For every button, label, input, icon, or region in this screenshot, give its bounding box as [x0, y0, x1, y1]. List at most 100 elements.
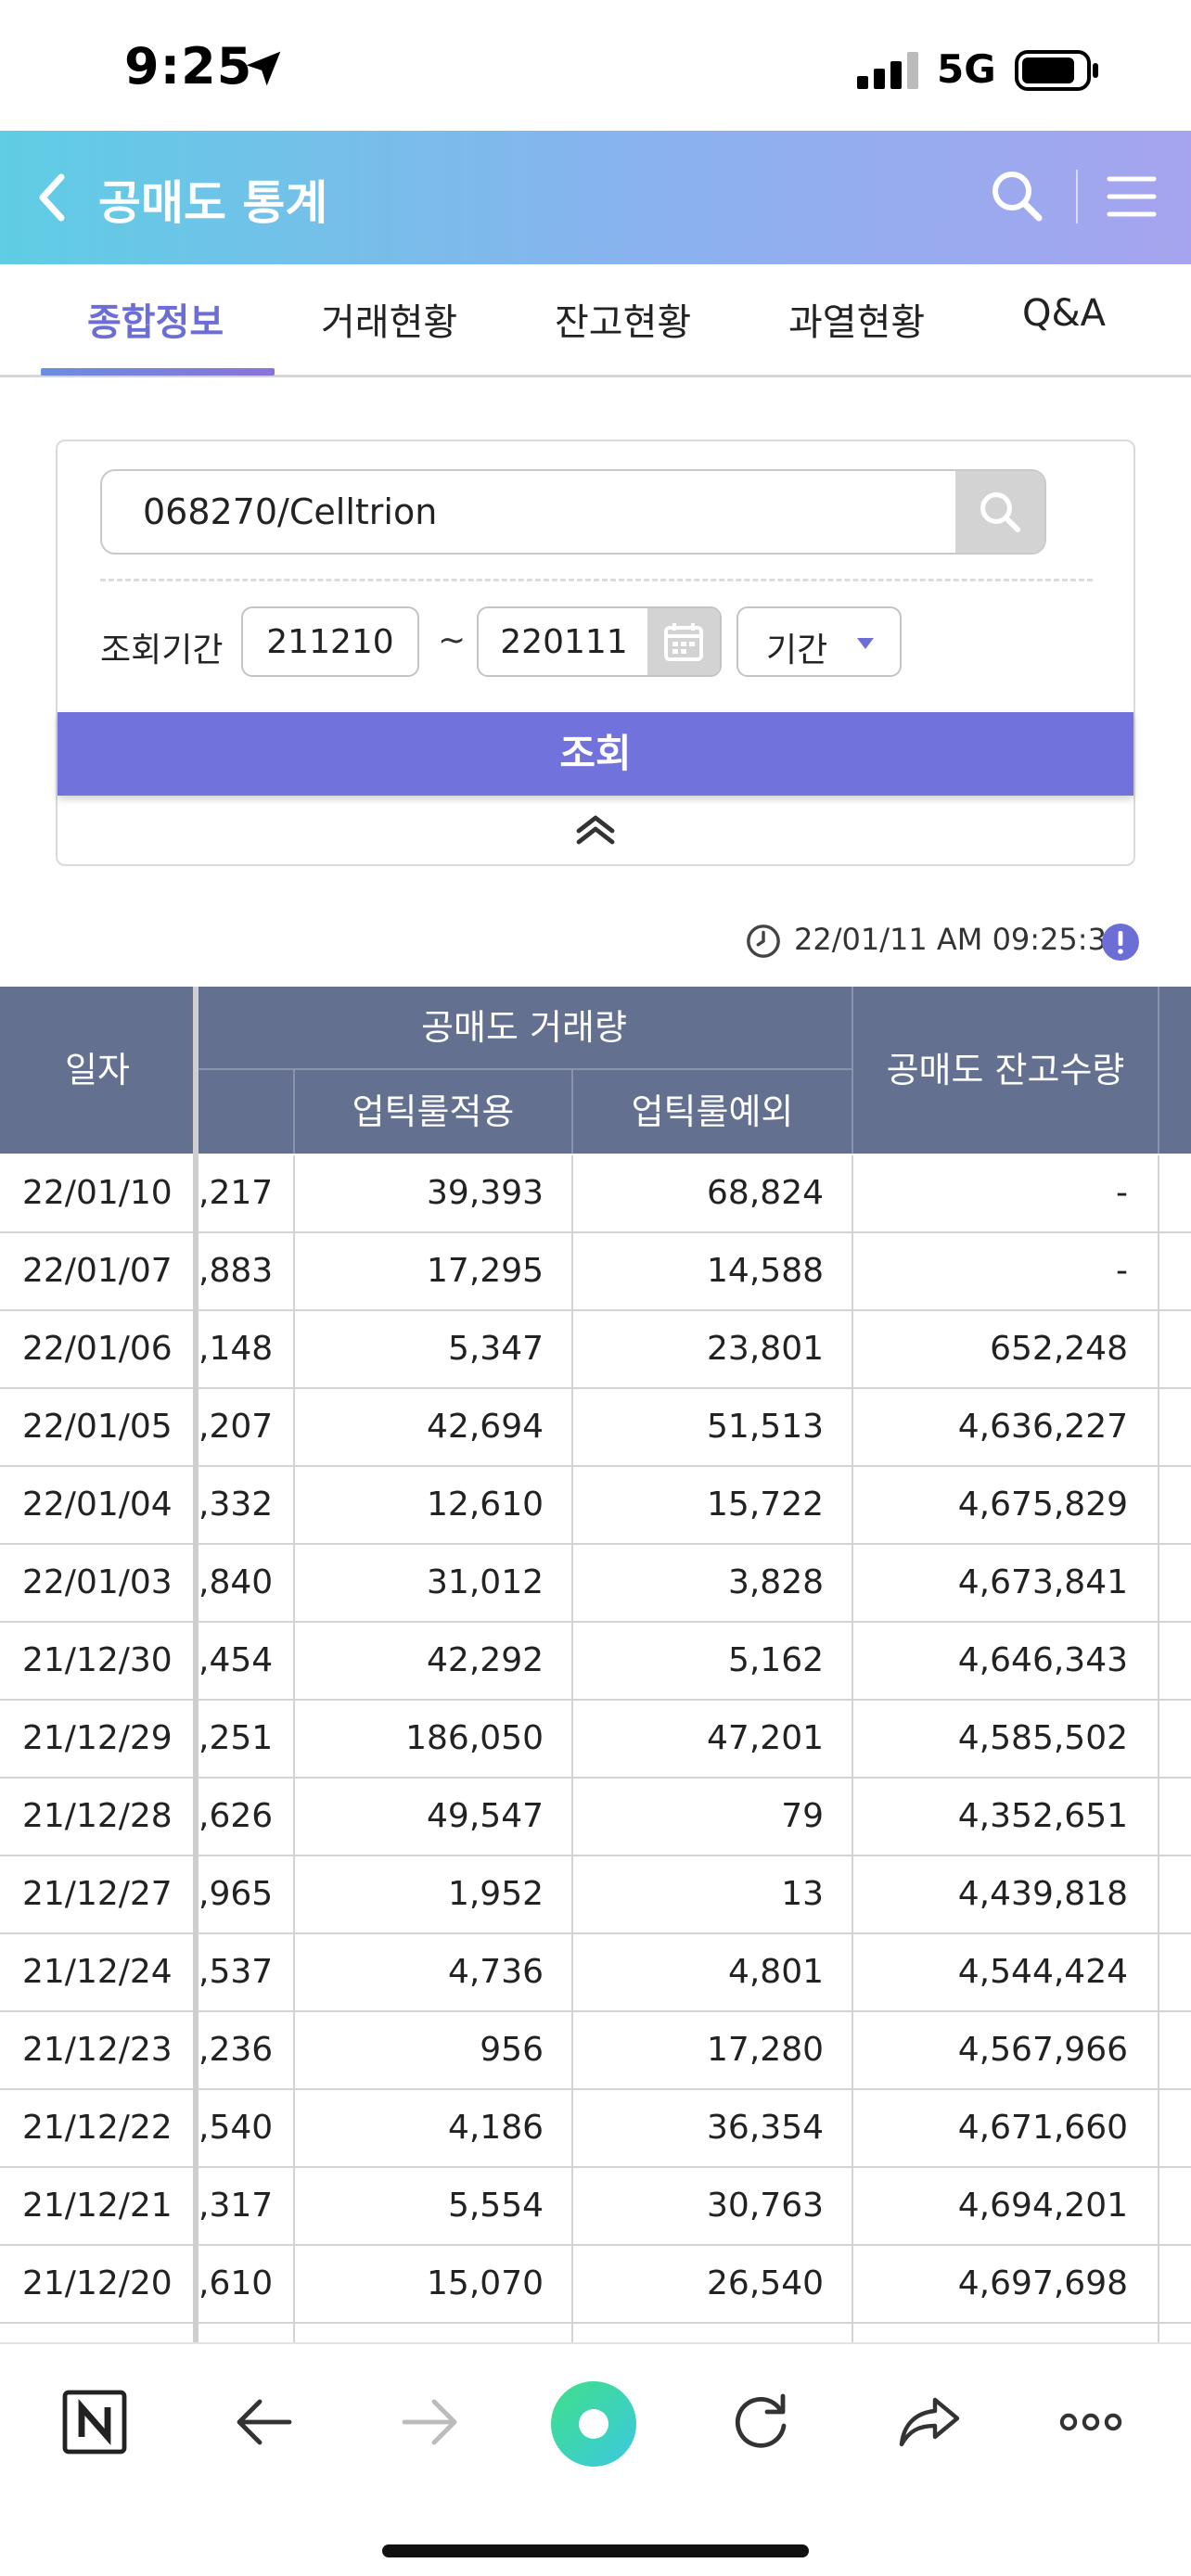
search-icon[interactable] — [989, 168, 1044, 223]
cell-balance: 4,439,818 — [957, 1875, 1128, 1913]
column-divider — [852, 1545, 853, 1623]
column-divider — [1158, 1389, 1159, 1467]
column-divider — [1158, 1934, 1159, 2012]
column-divider — [1158, 1467, 1159, 1545]
from-date-input[interactable] — [243, 608, 417, 675]
cell-uptick-applied: 4,186 — [447, 2109, 544, 2147]
status-bar: 9:25 5G — [0, 0, 1191, 131]
column-divider — [571, 1389, 573, 1467]
divider — [100, 579, 1093, 581]
hamburger-menu-icon[interactable] — [1106, 173, 1158, 220]
cell-uptick-applied: 1,952 — [447, 1875, 544, 1913]
period-label: 조회기간 — [100, 631, 224, 670]
table-row: 21/12/29 ,251 186,050 47,201 4,585,502 — [0, 1701, 1191, 1779]
stock-search-input[interactable] — [102, 471, 992, 553]
back-chevron-icon[interactable] — [33, 172, 70, 223]
cell-volume-total: ,540 — [198, 2109, 274, 2147]
cell-uptick-applied: 15,070 — [427, 2264, 544, 2302]
column-divider — [571, 1233, 573, 1311]
cell-balance: 4,697,698 — [957, 2264, 1128, 2302]
column-divider — [571, 1701, 573, 1779]
cell-date: 22/01/05 — [22, 1408, 173, 1446]
info-icon[interactable] — [1102, 924, 1139, 961]
cell-uptick-exempt: 14,588 — [707, 1252, 824, 1290]
column-divider — [293, 2090, 295, 2168]
column-divider — [1158, 2324, 1159, 2342]
back-arrow-icon[interactable] — [230, 2389, 297, 2455]
tab-summary[interactable]: 종합정보 — [87, 301, 224, 344]
column-divider — [571, 2090, 573, 2168]
table-row-partial — [0, 2324, 1191, 2342]
stock-search-button[interactable] — [955, 471, 1044, 553]
naver-home-icon[interactable] — [61, 2389, 128, 2455]
query-button-label: 조회 — [559, 731, 632, 776]
cell-date: 22/01/04 — [22, 1486, 173, 1524]
column-divider — [571, 1623, 573, 1701]
header-next-column — [1159, 987, 1191, 1154]
query-button[interactable]: 조회 — [58, 712, 1133, 796]
column-divider — [1158, 2090, 1159, 2168]
cell-balance: 4,352,651 — [957, 1797, 1128, 1835]
header-divider — [571, 1070, 573, 1154]
to-date-input[interactable] — [479, 608, 649, 675]
cell-uptick-exempt: 5,162 — [727, 1641, 824, 1679]
search-icon — [980, 492, 1021, 533]
cell-uptick-applied: 5,347 — [447, 1330, 544, 1368]
network-type: 5G — [937, 46, 996, 92]
share-icon[interactable] — [896, 2389, 963, 2455]
column-divider — [852, 1389, 853, 1467]
short-selling-table[interactable]: 일자 공매도 거래량 업틱룰적용 업틱룰예외 공매도 잔고수량 22/01/10… — [0, 987, 1191, 2342]
column-divider — [293, 1856, 295, 1934]
column-divider — [852, 1623, 853, 1701]
cell-uptick-applied: 12,610 — [427, 1486, 544, 1524]
column-divider — [571, 1779, 573, 1856]
tab-trading[interactable]: 거래현황 — [321, 301, 458, 344]
column-divider — [1158, 1623, 1159, 1701]
green-dot-icon[interactable] — [549, 2379, 638, 2468]
cell-date: 21/12/30 — [22, 1641, 173, 1679]
cell-balance: 4,567,966 — [957, 2031, 1128, 2069]
cell-date: 21/12/23 — [22, 2031, 173, 2069]
cell-volume-total: ,537 — [198, 1953, 274, 1991]
tab-qna[interactable]: Q&A — [1022, 292, 1107, 335]
table-row: 21/12/30 ,454 42,292 5,162 4,646,343 — [0, 1623, 1191, 1701]
collapse-chevron-icon[interactable] — [573, 812, 618, 846]
header-balance: 공매도 잔고수량 — [853, 987, 1158, 1154]
cell-balance: - — [1116, 1252, 1128, 1290]
app-header: 공매도 통계 — [0, 131, 1191, 264]
column-divider — [852, 1779, 853, 1856]
header-divider — [197, 1068, 852, 1070]
period-dropdown-label: 기간 — [766, 631, 828, 670]
cell-balance: 4,585,502 — [957, 1719, 1128, 1757]
period-dropdown[interactable]: 기간 — [736, 606, 902, 677]
more-icon[interactable] — [1057, 2389, 1124, 2455]
table-row: 22/01/03 ,840 31,012 3,828 4,673,841 — [0, 1545, 1191, 1623]
from-date-box — [241, 606, 419, 677]
cell-date: 21/12/27 — [22, 1875, 173, 1913]
column-divider — [571, 1155, 573, 1233]
cell-uptick-exempt: 47,201 — [707, 1719, 824, 1757]
cell-volume-total: ,148 — [198, 1330, 274, 1368]
refresh-icon[interactable] — [727, 2389, 794, 2455]
cell-volume-total: ,236 — [198, 2031, 274, 2069]
cell-uptick-exempt: 23,801 — [707, 1330, 824, 1368]
tab-balance[interactable]: 잔고현황 — [555, 301, 692, 344]
tab-overheat[interactable]: 과열현황 — [788, 301, 926, 344]
cell-uptick-applied: 49,547 — [427, 1797, 544, 1835]
column-divider — [293, 1155, 295, 1233]
table-row: 21/12/23 ,236 956 17,280 4,567,966 — [0, 2012, 1191, 2090]
cell-balance: 4,544,424 — [957, 1953, 1128, 1991]
column-divider — [293, 1467, 295, 1545]
header-uptick-applied: 업틱룰적용 — [295, 1070, 571, 1154]
table-row: 22/01/07 ,883 17,295 14,588 - — [0, 1233, 1191, 1311]
calendar-button[interactable] — [647, 608, 720, 675]
column-divider — [852, 1155, 853, 1233]
table-row: 22/01/04 ,332 12,610 15,722 4,675,829 — [0, 1467, 1191, 1545]
update-timestamp: 22/01/11 AM 09:25:36 — [794, 922, 1126, 957]
cell-uptick-applied: 4,736 — [447, 1953, 544, 1991]
forward-arrow-icon[interactable] — [397, 2389, 464, 2455]
cellular-signal-icon — [857, 52, 918, 89]
cell-uptick-exempt: 13 — [781, 1875, 824, 1913]
column-divider — [293, 1389, 295, 1467]
column-divider — [852, 2246, 853, 2324]
